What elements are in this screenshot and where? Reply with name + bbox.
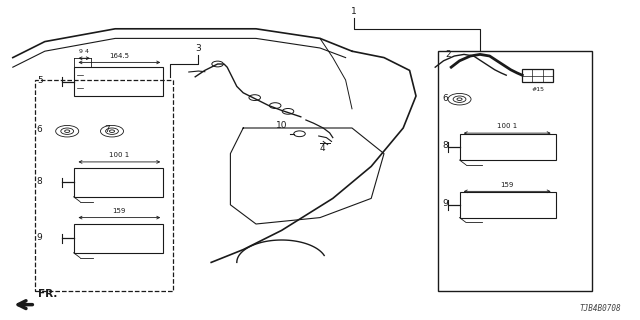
- Text: 9 4: 9 4: [79, 49, 89, 54]
- Text: 6: 6: [442, 94, 447, 103]
- Text: 3: 3: [196, 44, 201, 53]
- Text: TJB4B0708: TJB4B0708: [579, 304, 621, 313]
- Text: 9: 9: [442, 199, 447, 208]
- Text: 6: 6: [37, 125, 42, 134]
- Text: 159: 159: [500, 181, 514, 188]
- Text: FR.: FR.: [38, 289, 58, 299]
- Text: 159: 159: [113, 208, 126, 214]
- Bar: [35, 80, 173, 291]
- Text: 100 1: 100 1: [109, 152, 129, 158]
- Text: 8: 8: [442, 141, 447, 150]
- Bar: [460, 134, 556, 160]
- Text: 7: 7: [105, 125, 110, 134]
- Bar: [74, 67, 163, 96]
- Text: 10: 10: [276, 121, 287, 130]
- Bar: [460, 192, 556, 218]
- Bar: [438, 51, 592, 291]
- Text: 4: 4: [319, 144, 324, 153]
- Bar: [74, 168, 163, 197]
- Text: 100 1: 100 1: [497, 123, 517, 129]
- Bar: [74, 224, 163, 253]
- Text: 164.5: 164.5: [109, 52, 129, 59]
- Text: 5: 5: [37, 76, 42, 85]
- Text: 2: 2: [445, 50, 451, 59]
- Text: 9: 9: [37, 233, 42, 242]
- Bar: [522, 69, 553, 82]
- Text: 1: 1: [351, 7, 356, 16]
- Text: 8: 8: [37, 177, 42, 186]
- Text: #15: #15: [531, 87, 544, 92]
